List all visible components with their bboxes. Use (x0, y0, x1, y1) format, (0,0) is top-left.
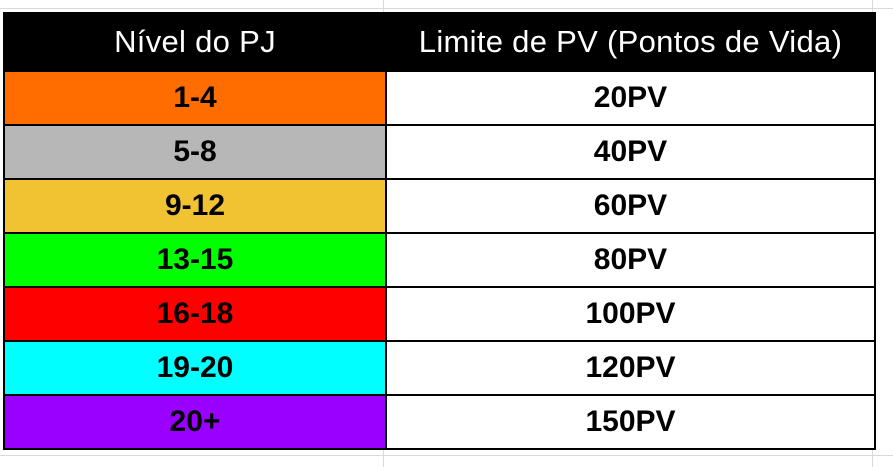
header-row: Nível do PJ Limite de PV (Pontos de Vida… (3, 12, 876, 72)
header-level[interactable]: Nível do PJ (3, 12, 387, 72)
hp-cell[interactable]: 120PV (385, 340, 876, 396)
table-row: 1-4 20PV (3, 70, 876, 126)
level-cell[interactable]: 20+ (3, 394, 387, 450)
level-cell[interactable]: 19-20 (3, 340, 387, 396)
gridline (0, 8, 893, 9)
header-hp-limit[interactable]: Limite de PV (Pontos de Vida) (385, 12, 876, 72)
hp-cell[interactable]: 100PV (385, 286, 876, 342)
level-cell[interactable]: 16-18 (3, 286, 387, 342)
table-row: 5-8 40PV (3, 124, 876, 180)
hp-cell[interactable]: 20PV (385, 70, 876, 126)
level-cell[interactable]: 9-12 (3, 178, 387, 234)
table-row: 13-15 80PV (3, 232, 876, 288)
level-cell[interactable]: 1-4 (3, 70, 387, 126)
hp-cell[interactable]: 80PV (385, 232, 876, 288)
table-row: 16-18 100PV (3, 286, 876, 342)
level-hp-table: Nível do PJ Limite de PV (Pontos de Vida… (3, 12, 876, 450)
hp-cell[interactable]: 60PV (385, 178, 876, 234)
table-row: 20+ 150PV (3, 394, 876, 450)
gridline (0, 455, 893, 456)
table-row: 19-20 120PV (3, 340, 876, 396)
level-cell[interactable]: 13-15 (3, 232, 387, 288)
level-cell[interactable]: 5-8 (3, 124, 387, 180)
hp-cell[interactable]: 40PV (385, 124, 876, 180)
table-row: 9-12 60PV (3, 178, 876, 234)
hp-cell[interactable]: 150PV (385, 394, 876, 450)
